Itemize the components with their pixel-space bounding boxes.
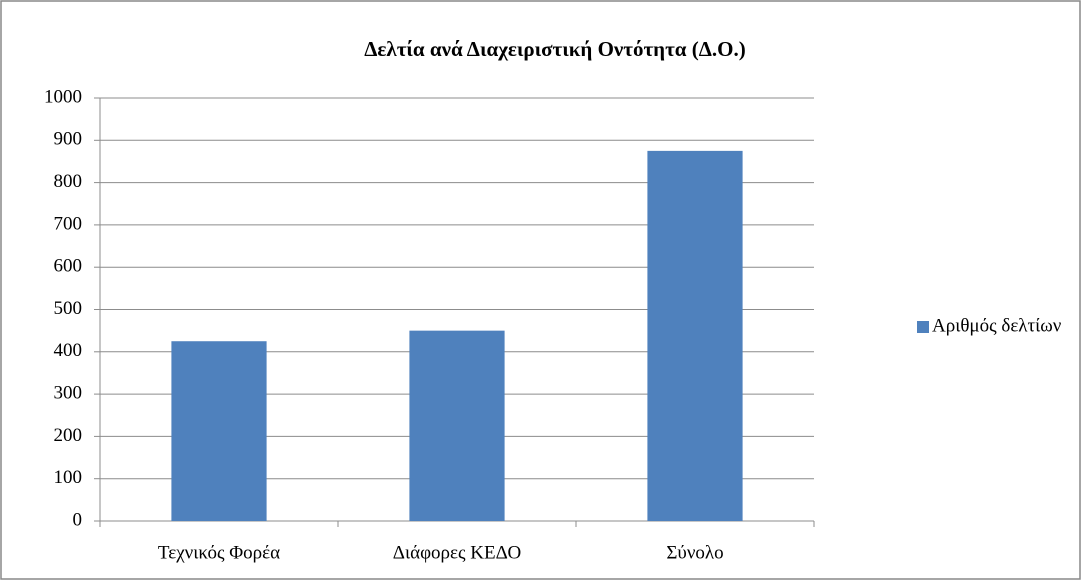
chart-title: Δελτία ανά Διαχειριστική Οντότητα (Δ.Ο.) (364, 37, 745, 61)
y-tick-label: 400 (54, 340, 83, 361)
bar (409, 330, 505, 521)
y-tick-label: 200 (54, 425, 83, 446)
y-tick-label: 500 (54, 298, 83, 319)
y-tick-label: 800 (54, 171, 83, 192)
x-tick-label: Διάφορες ΚΕΔΟ (393, 542, 521, 563)
y-tick-label: 0 (73, 509, 83, 530)
legend-swatch (917, 321, 929, 333)
x-tick-label: Τεχνικός Φορέα (158, 542, 280, 563)
y-tick-label: 900 (54, 129, 83, 150)
y-tick-label: 300 (54, 382, 83, 403)
legend-label: Αριθμός δελτίων (932, 315, 1062, 336)
bar (647, 150, 743, 521)
x-tick-label: Σύνολο (666, 542, 723, 563)
y-tick-label: 100 (54, 467, 83, 488)
y-tick-label: 700 (54, 213, 83, 234)
y-tick-label: 600 (54, 256, 83, 277)
bar (171, 341, 267, 521)
y-tick-label: 1000 (44, 86, 82, 107)
